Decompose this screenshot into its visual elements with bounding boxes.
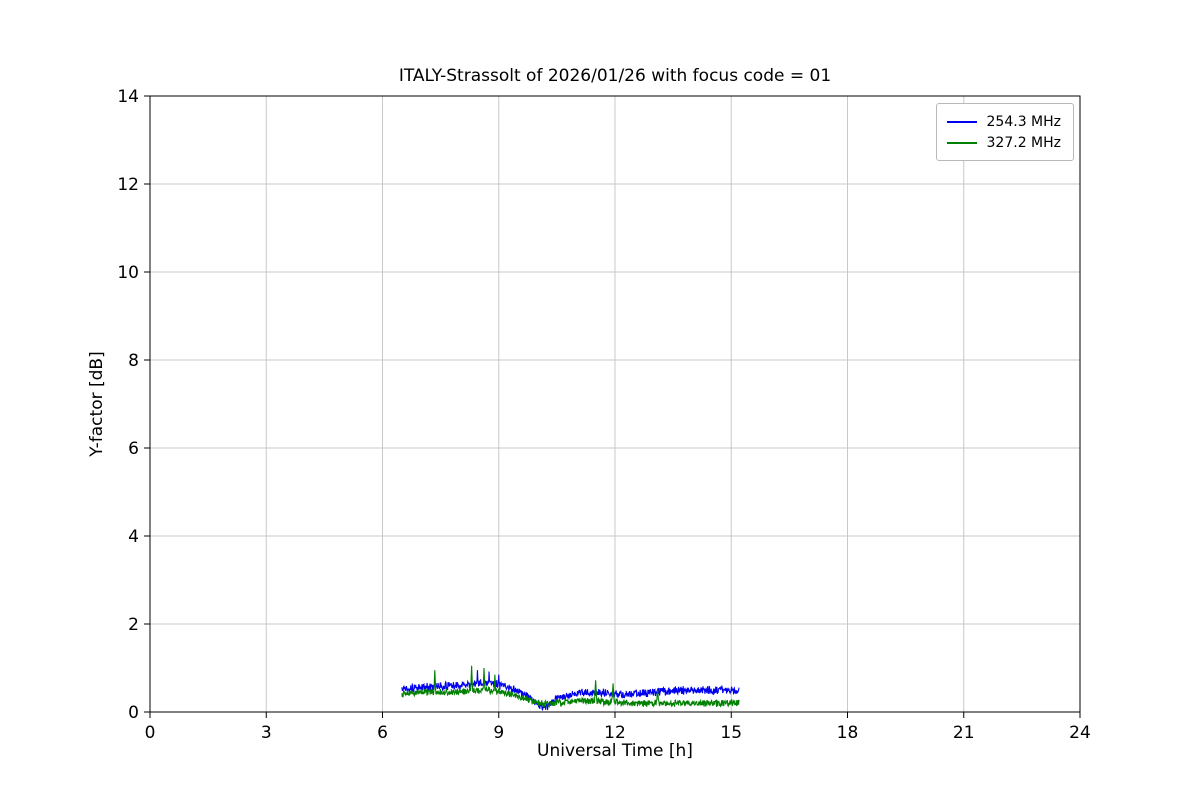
legend-label: 254.3 MHz: [986, 113, 1061, 130]
x-axis-label: Universal Time [h]: [537, 741, 693, 761]
x-tick-label: 6: [377, 723, 388, 743]
y-tick-label: 12: [117, 175, 139, 195]
x-tick-label: 0: [145, 723, 156, 743]
legend-line-sample-blue: [946, 120, 977, 123]
legend: 254.3 MHz 327.2 MHz: [935, 103, 1074, 161]
legend-item: 327.2 MHz: [946, 132, 1061, 153]
legend-label: 327.2 MHz: [986, 134, 1061, 151]
x-tick-label: 21: [953, 723, 975, 743]
y-tick-label: 6: [128, 439, 139, 459]
y-tick-label: 4: [128, 527, 139, 547]
x-tick-label: 24: [1069, 723, 1091, 743]
y-axis-label: Y-factor [dB]: [87, 351, 107, 457]
series-line-254-3-mhz: [401, 670, 740, 712]
x-tick-label: 18: [837, 723, 859, 743]
y-tick-label: 8: [128, 351, 139, 371]
legend-item: 254.3 MHz: [946, 111, 1061, 132]
x-tick-label: 9: [493, 723, 504, 743]
x-tick-label: 15: [720, 723, 742, 743]
x-tick-label: 3: [261, 723, 272, 743]
legend-line-sample-green: [946, 141, 977, 144]
x-tick-label: 12: [604, 723, 626, 743]
y-tick-label: 14: [117, 87, 139, 107]
y-tick-label: 0: [128, 703, 139, 723]
y-tick-label: 10: [117, 263, 139, 283]
chart-title: ITALY-Strassolt of 2026/01/26 with focus…: [398, 66, 832, 86]
series-line-327-2-mhz: [401, 665, 740, 708]
y-tick-label: 2: [128, 615, 139, 635]
